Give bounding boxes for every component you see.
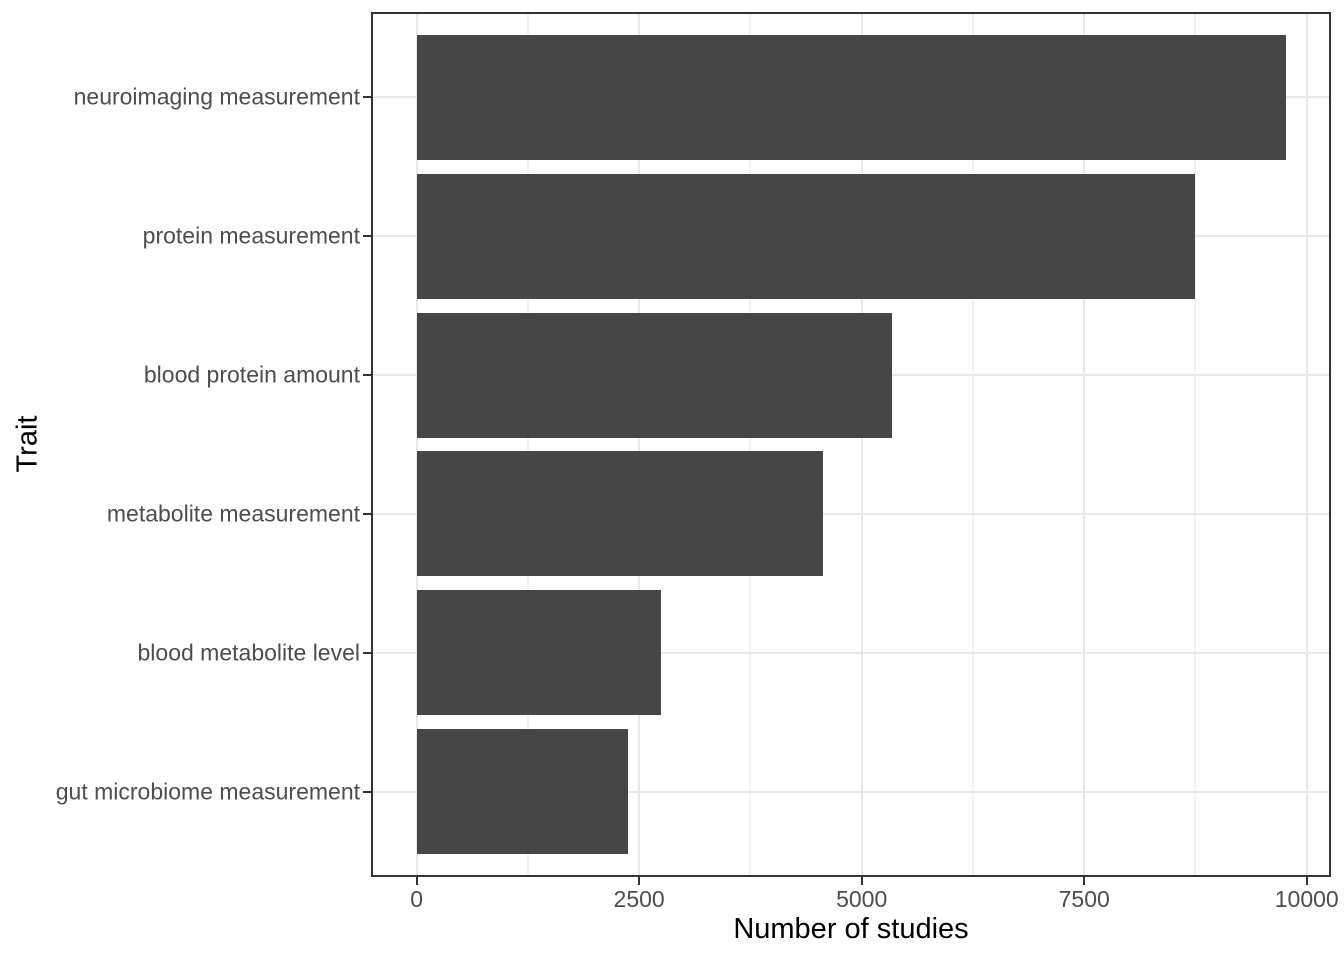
major-gridline-y xyxy=(373,651,1329,654)
y-tick-label: protein measurement xyxy=(142,222,360,249)
bar xyxy=(416,34,1286,160)
major-gridline-x xyxy=(860,14,863,875)
x-tick-mark xyxy=(415,877,418,885)
major-gridline-y xyxy=(373,790,1329,793)
bar xyxy=(416,451,823,577)
y-tick-label: blood metabolite level xyxy=(137,639,360,666)
plot-panel xyxy=(373,14,1329,875)
major-gridline-x xyxy=(415,14,418,875)
x-tick-label: 5000 xyxy=(836,886,888,912)
x-tick-label: 7500 xyxy=(1058,886,1110,912)
y-tick-mark xyxy=(363,235,371,238)
y-tick-mark xyxy=(363,374,371,377)
minor-gridline-x xyxy=(1194,14,1197,875)
major-gridline-x xyxy=(1305,14,1308,875)
minor-gridline-x xyxy=(526,14,529,875)
x-tick-label: 0 xyxy=(410,886,423,912)
major-gridline-y xyxy=(373,512,1329,515)
x-tick-mark xyxy=(638,877,641,885)
x-tick-mark xyxy=(1083,877,1086,885)
minor-gridline-x xyxy=(749,14,752,875)
major-gridline-x xyxy=(1083,14,1086,875)
y-tick-mark xyxy=(363,790,371,793)
x-tick-label: 2500 xyxy=(613,886,665,912)
bar xyxy=(416,729,628,855)
minor-gridline-x xyxy=(971,14,974,875)
major-gridline-x xyxy=(638,14,641,875)
bar xyxy=(416,312,892,438)
x-tick-mark xyxy=(1305,877,1308,885)
y-tick-label: neuroimaging measurement xyxy=(73,83,360,110)
x-tick-label: 10000 xyxy=(1274,886,1339,912)
y-tick-label: metabolite measurement xyxy=(106,500,360,527)
y-axis-title: Trait xyxy=(11,415,44,473)
y-tick-mark xyxy=(363,651,371,654)
y-tick-label: gut microbiome measurement xyxy=(55,778,360,805)
y-tick-mark xyxy=(363,512,371,515)
x-tick-mark xyxy=(860,877,863,885)
bar xyxy=(416,590,661,716)
y-tick-mark xyxy=(363,96,371,99)
y-tick-label: blood protein amount xyxy=(143,361,360,388)
bar xyxy=(416,173,1196,299)
x-axis-title: Number of studies xyxy=(733,913,969,945)
